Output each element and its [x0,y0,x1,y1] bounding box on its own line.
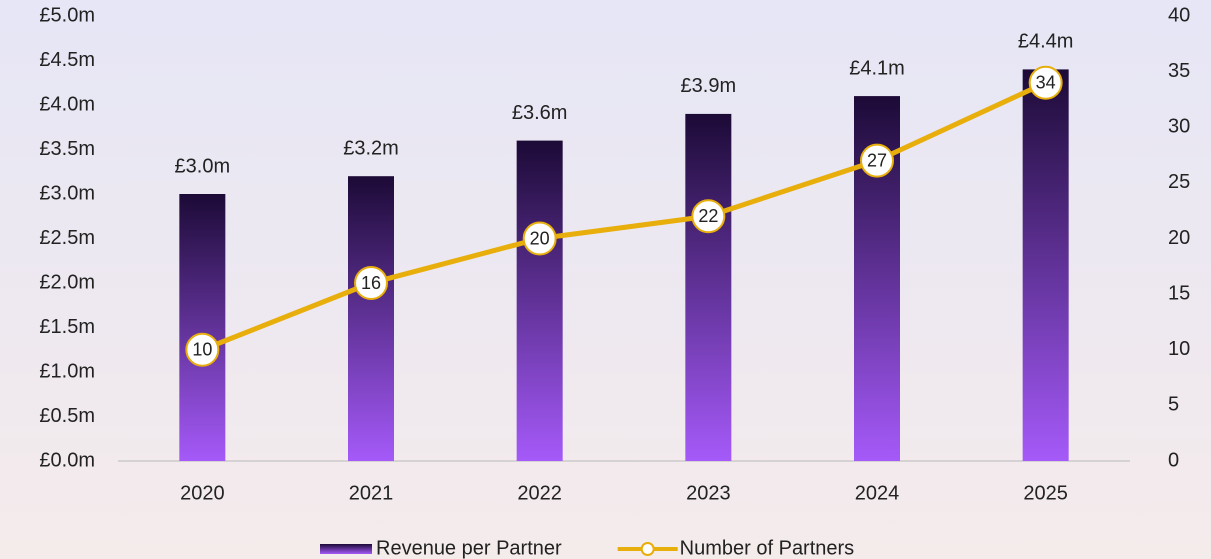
line [201,80,1047,353]
bar [179,194,226,461]
y-tick-label: £0.5m [39,405,95,427]
y-tick-label: £4.5m [39,49,95,71]
data-label: £3.9m [681,75,737,97]
bar [685,113,732,462]
bar [1022,69,1069,462]
data-label: £4.4m [1018,31,1074,53]
y2-tick-label: 5 [1168,394,1179,416]
data-label: 34 [1036,73,1056,93]
marker [860,143,894,178]
data-label: 16 [361,273,381,293]
legend-label: Revenue per Partner [376,537,562,559]
marker [691,199,726,234]
y-tick-label: £2.0m [39,271,95,293]
marker [522,221,557,256]
x-tick-label: 2024 [855,482,900,504]
y-tick-label: £2.5m [39,227,95,249]
y-tick-label: £4.0m [39,93,95,115]
legend-swatch-marker [640,542,655,556]
y2-tick-label: 30 [1168,116,1190,138]
y2-tick-label: 20 [1168,227,1190,249]
bar [516,140,563,461]
data-label: £3.2m [343,137,399,159]
x-tick-label: 2023 [686,482,731,504]
marker [185,332,220,367]
data-label: £4.1m [849,57,905,79]
y2-tick-label: 35 [1168,60,1190,82]
data-label: £3.0m [175,155,231,177]
y-tick-label: £3.0m [39,182,95,204]
y-tick-label: £1.0m [39,360,95,382]
y2-tick-label: 0 [1168,449,1179,471]
y-tick-label: £1.5m [39,316,95,338]
legend-label: Number of Partners [680,537,855,559]
y-tick-label: £5.0m [39,4,95,26]
data-label: 10 [192,340,212,360]
y2-tick-label: 25 [1168,171,1190,193]
y2-tick-label: 15 [1168,282,1190,304]
data-label: 27 [867,150,887,170]
data-label: 22 [698,206,718,226]
data-label: £3.6m [512,102,568,124]
y2-tick-label: 40 [1168,4,1190,26]
y2-tick-label: 10 [1168,338,1190,360]
x-tick-label: 2025 [1023,482,1068,504]
x-tick-label: 2022 [517,482,562,504]
x-tick-label: 2021 [349,482,394,504]
marker [354,266,388,300]
y-tick-label: £0.0m [39,449,95,471]
y-tick-label: £3.5m [39,138,95,160]
x-tick-label: 2020 [180,482,225,504]
data-label: 20 [530,228,550,248]
bar [348,176,394,461]
marker [1028,65,1063,100]
legend-swatch [320,544,372,554]
